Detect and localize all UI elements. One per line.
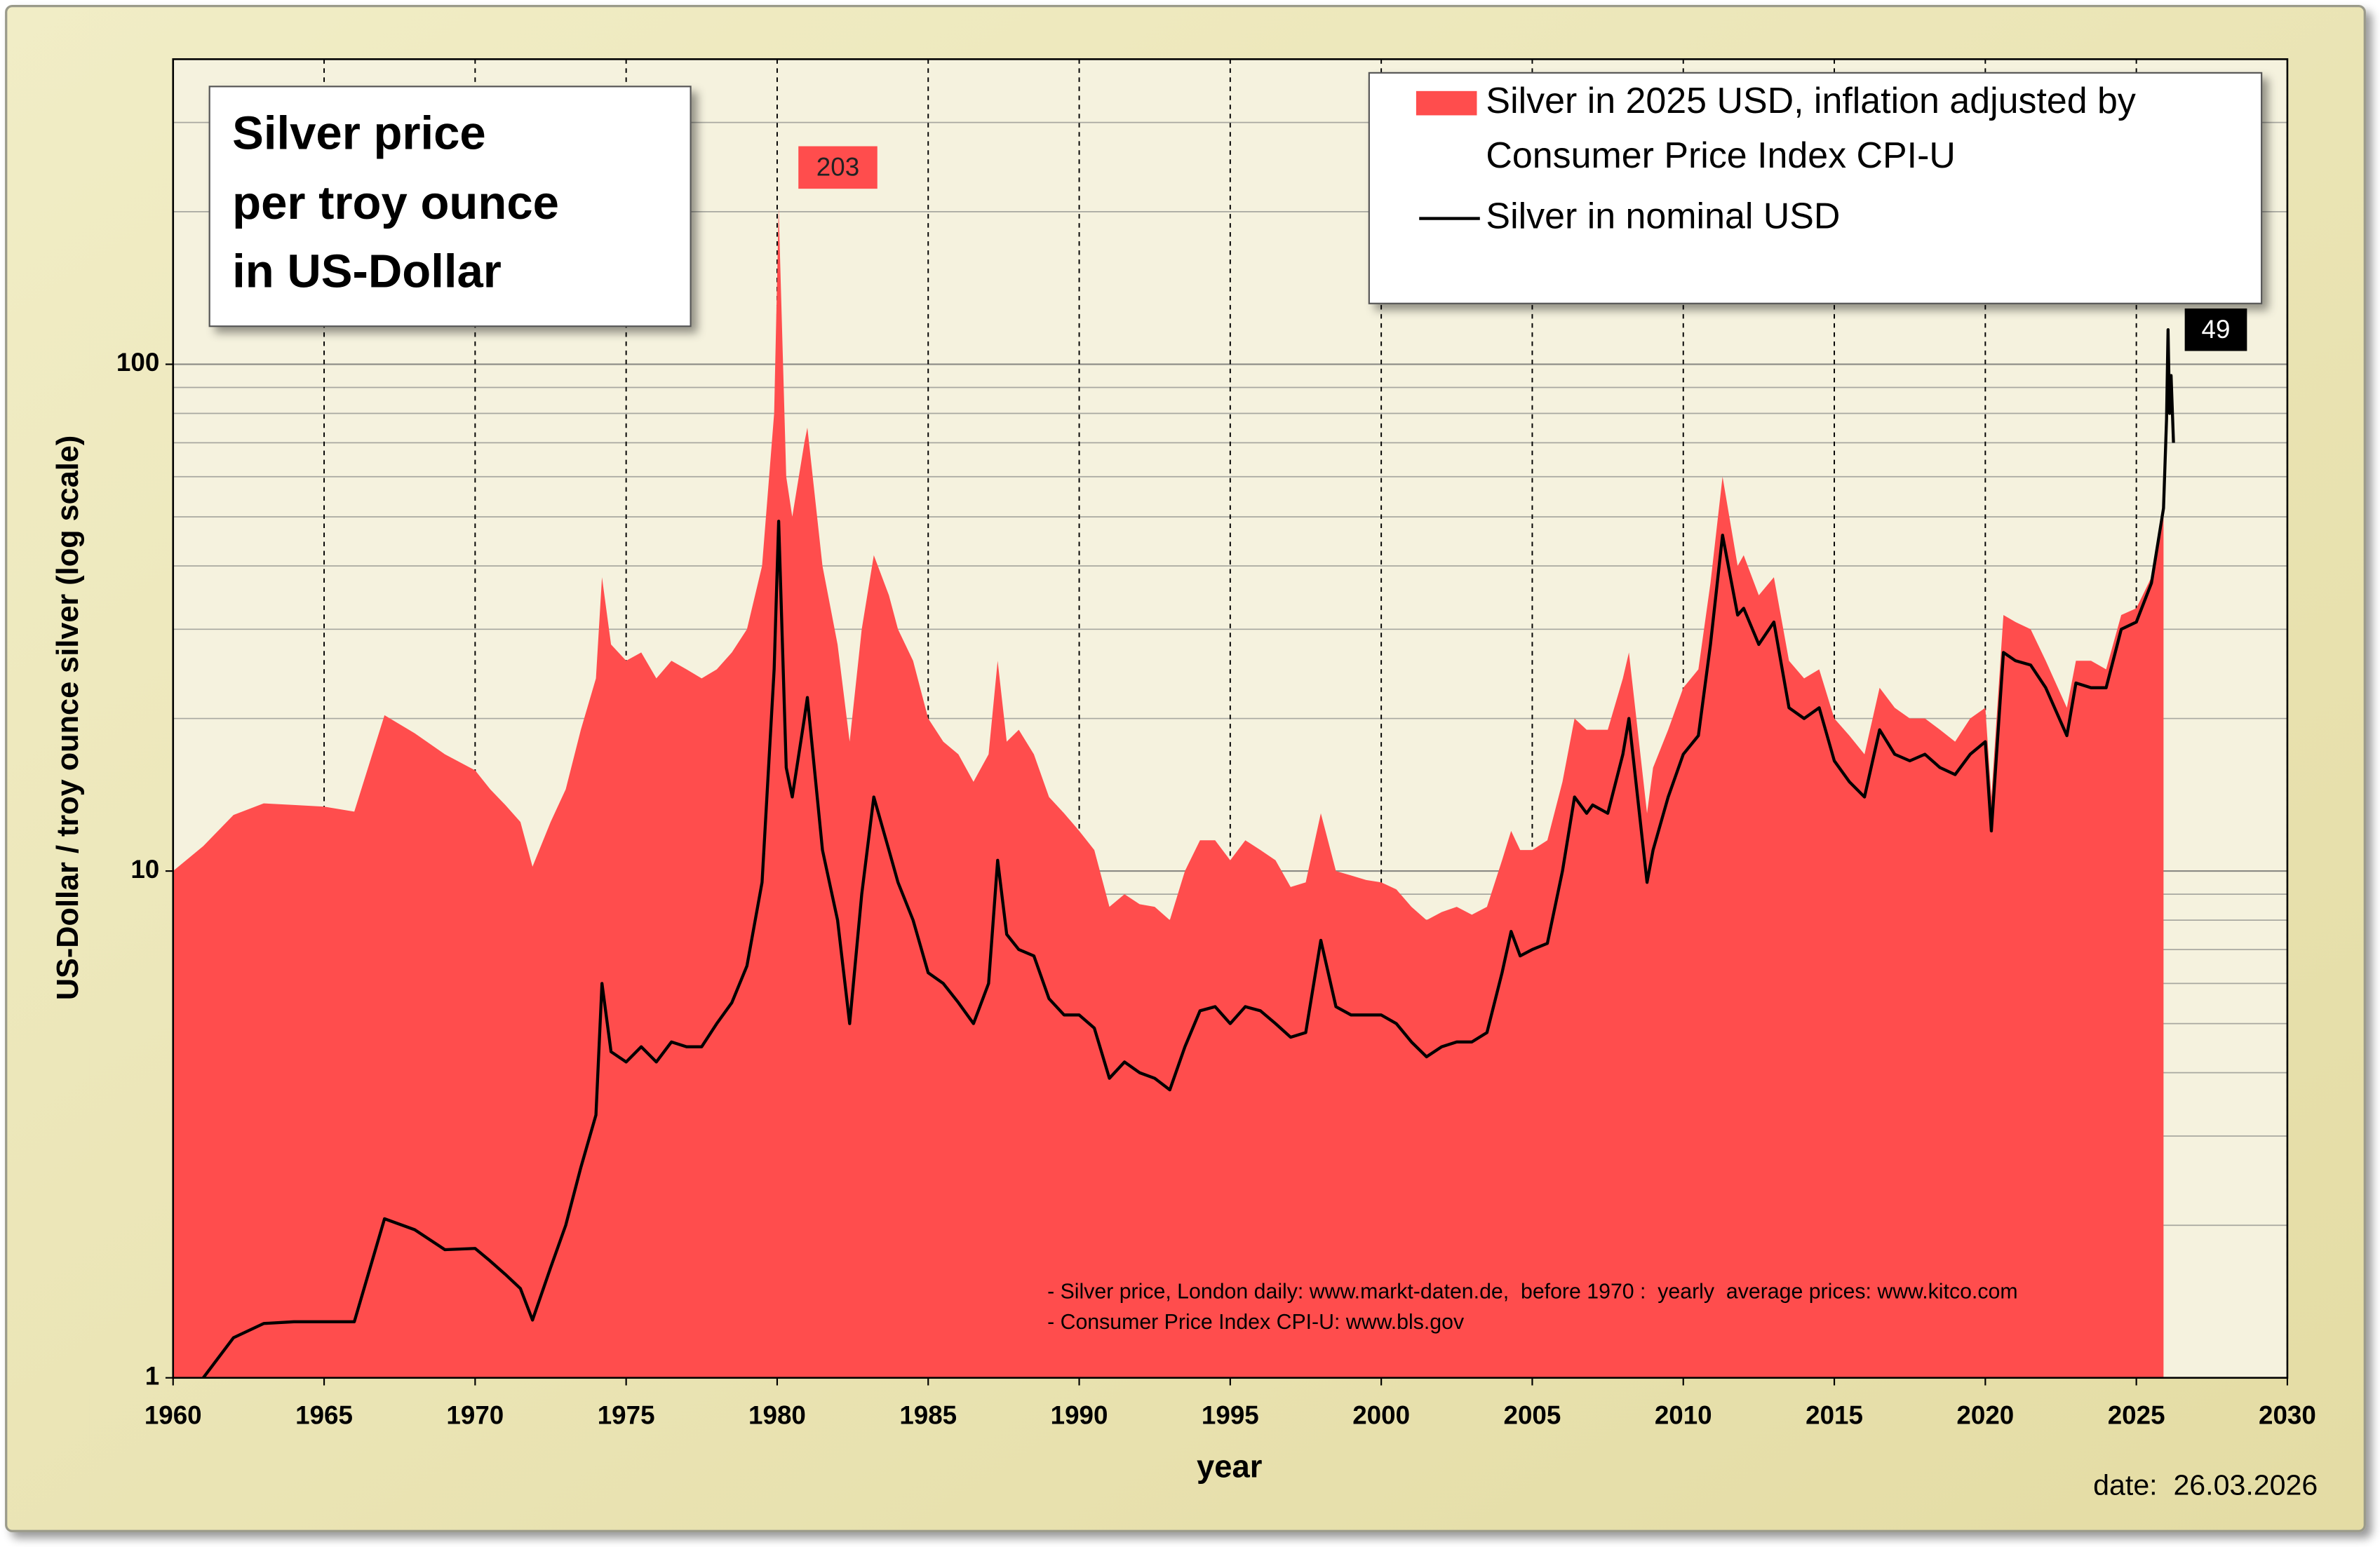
area	[173, 208, 2164, 1378]
x-tick-label: 1990	[1051, 1401, 1108, 1430]
source-note: - Consumer Price Index CPI-U: www.bls.go…	[1047, 1311, 1465, 1334]
annotation: 49	[2202, 315, 2231, 344]
x-tick-label: 1970	[446, 1401, 504, 1430]
x-axis-label: year	[1197, 1449, 1262, 1485]
x-tick-label: 2020	[1956, 1401, 2014, 1430]
x-tick-label: 1980	[748, 1401, 806, 1430]
legend-frame	[1368, 72, 2263, 304]
x-tick-label: 1960	[144, 1401, 202, 1430]
x-tick-label: 2000	[1352, 1401, 1410, 1430]
title-line: Silver price	[232, 107, 486, 159]
x-tick-label: 2025	[2108, 1401, 2165, 1430]
legend-label: Silver in nominal USD	[1486, 196, 1840, 236]
x-tick-label: 2005	[1504, 1401, 1561, 1430]
x-tick-label: 2030	[2259, 1401, 2316, 1430]
x-tick-label: 1975	[598, 1401, 655, 1430]
legend-label: Silver in 2025 USD, inflation adjusted b…	[1486, 81, 2135, 121]
title-box: Silver price per troy ounce in US-Dollar	[208, 86, 692, 327]
legend: Silver in 2025 USD, inflation adjusted b…	[1368, 72, 2263, 304]
x-tick-label: 1985	[899, 1401, 957, 1430]
title-line: in US-Dollar	[232, 245, 502, 297]
x-tick-label: 1965	[295, 1401, 353, 1430]
source-note: - Silver price, London daily: www.markt-…	[1047, 1281, 2017, 1304]
x-tick-label: 1995	[1202, 1401, 1259, 1430]
marks	[173, 208, 2175, 1379]
y-tick-label: 10	[130, 855, 159, 884]
date-label: date: 26.03.2026	[2093, 1468, 2318, 1501]
annotation-box	[798, 146, 878, 189]
y-axis-label: US-Dollar / troy ounce silver (log scale…	[51, 435, 85, 1000]
legend-items: Silver in 2025 USD, inflation adjusted b…	[1416, 81, 2136, 236]
y-tick-label: 1	[145, 1361, 159, 1390]
title-frame	[208, 86, 692, 327]
legend-swatch	[1416, 90, 1477, 116]
axes: 1 10 100 1960 1965 1970 1975 1980 1985 1990 1995 20…	[116, 348, 2316, 1430]
title-line: per troy ounce	[232, 177, 559, 229]
annotation: 203	[816, 153, 859, 182]
annotation-box	[2184, 308, 2247, 351]
line	[202, 328, 2175, 1379]
legend-label: Consumer Price Index CPI-U	[1486, 135, 1955, 176]
y-tick-label: 100	[116, 348, 159, 377]
x-tick-label: 2010	[1655, 1401, 1712, 1430]
x-tick-label: 2015	[1806, 1401, 1863, 1430]
